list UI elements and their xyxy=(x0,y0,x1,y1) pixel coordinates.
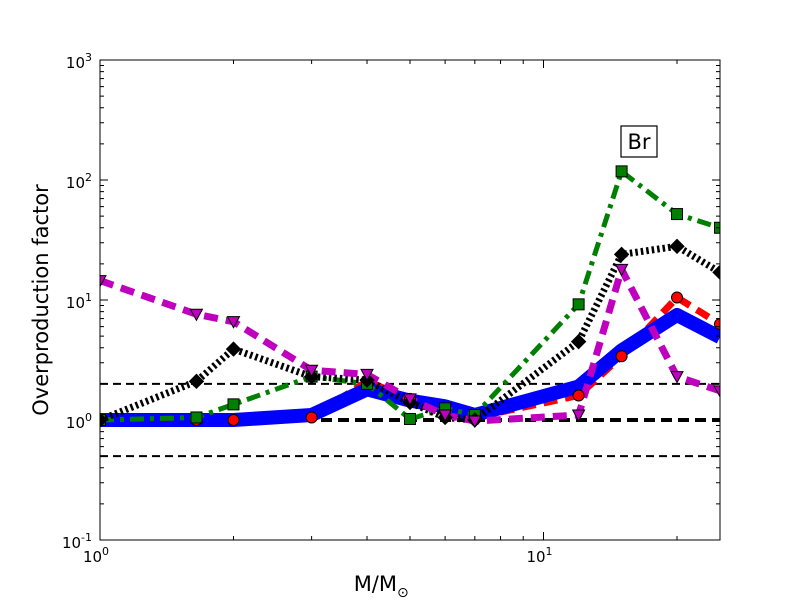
data-point xyxy=(670,371,684,384)
data-point xyxy=(614,263,629,277)
data-point xyxy=(669,238,685,255)
data-point xyxy=(572,389,585,402)
annotation-frame xyxy=(620,125,658,158)
data-point xyxy=(100,275,107,288)
x-tick-label: 100 xyxy=(83,545,109,566)
annotation-box: Br xyxy=(620,125,658,158)
data-point xyxy=(190,411,203,424)
data-point xyxy=(615,350,628,363)
x-axis-label: M/M xyxy=(354,572,397,596)
series-line-2 xyxy=(100,168,720,423)
data-point xyxy=(403,393,417,406)
data-point xyxy=(188,373,205,390)
data-point xyxy=(227,398,240,411)
data-point xyxy=(304,364,319,378)
data-point xyxy=(570,333,587,350)
data-point xyxy=(225,341,242,357)
data-point xyxy=(226,316,241,329)
annotation-label: Br xyxy=(627,130,650,154)
data-point xyxy=(713,385,720,398)
data-point xyxy=(404,412,416,425)
data-point xyxy=(615,165,628,178)
data-point xyxy=(467,415,482,429)
data-point xyxy=(438,409,452,423)
plot-area xyxy=(100,168,720,458)
data-point xyxy=(189,308,204,322)
x-tick-label: 101 xyxy=(526,545,552,566)
data-point xyxy=(360,368,374,382)
y-tick-label: 10-1 xyxy=(62,531,92,552)
data-point xyxy=(671,291,684,304)
y-axis-label: Overproduction factor xyxy=(29,184,53,416)
y-tick-label: 101 xyxy=(66,291,92,312)
data-point xyxy=(712,264,720,281)
data-point xyxy=(227,414,240,426)
data-point xyxy=(572,298,585,311)
y-tick-label: 102 xyxy=(66,171,92,192)
series-line-4 xyxy=(100,265,720,425)
x-axis-label-symbol: ⊙ xyxy=(397,585,409,600)
y-tick-label: 103 xyxy=(66,51,92,72)
data-point xyxy=(613,246,630,263)
data-point xyxy=(671,208,684,221)
data-point xyxy=(571,409,586,423)
y-tick-label: 100 xyxy=(66,411,92,432)
data-point xyxy=(305,411,318,424)
